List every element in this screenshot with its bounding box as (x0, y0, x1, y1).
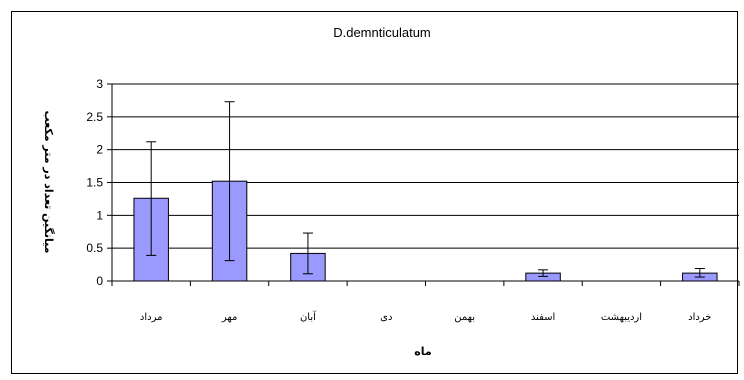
x-category-label: بهمن (454, 312, 475, 323)
x-category-label: مرداد (140, 312, 163, 323)
x-category-label: مهر (221, 312, 237, 323)
y-tick-label: 2.5 (86, 110, 103, 124)
chart-title: D.demnticulatum (333, 25, 431, 40)
y-tick-label: 1 (96, 208, 103, 222)
x-category-label: اردیبهشت (601, 312, 642, 323)
x-axis-label: ماه (414, 345, 431, 358)
x-category-label: خرداد (688, 312, 711, 323)
y-tick-label: 3 (96, 77, 103, 91)
y-tick-label: 0 (96, 274, 103, 288)
chart-frame (11, 11, 738, 374)
x-category-label: آبان (300, 310, 317, 323)
y-axis-label: میانگین تعداد در متر مکعب (42, 111, 55, 254)
x-category-label: دی (380, 312, 392, 323)
x-category-label: اسفند (531, 312, 555, 323)
plot-area: 0 0.5 1 1.5 2 2.5 3 مرداد مهر آبان دی بهمن اسفند اردی… (86, 77, 740, 323)
y-tick-label: 0.5 (86, 241, 103, 255)
y-tick-label: 2 (96, 143, 103, 157)
y-tick-label: 1.5 (86, 176, 103, 190)
